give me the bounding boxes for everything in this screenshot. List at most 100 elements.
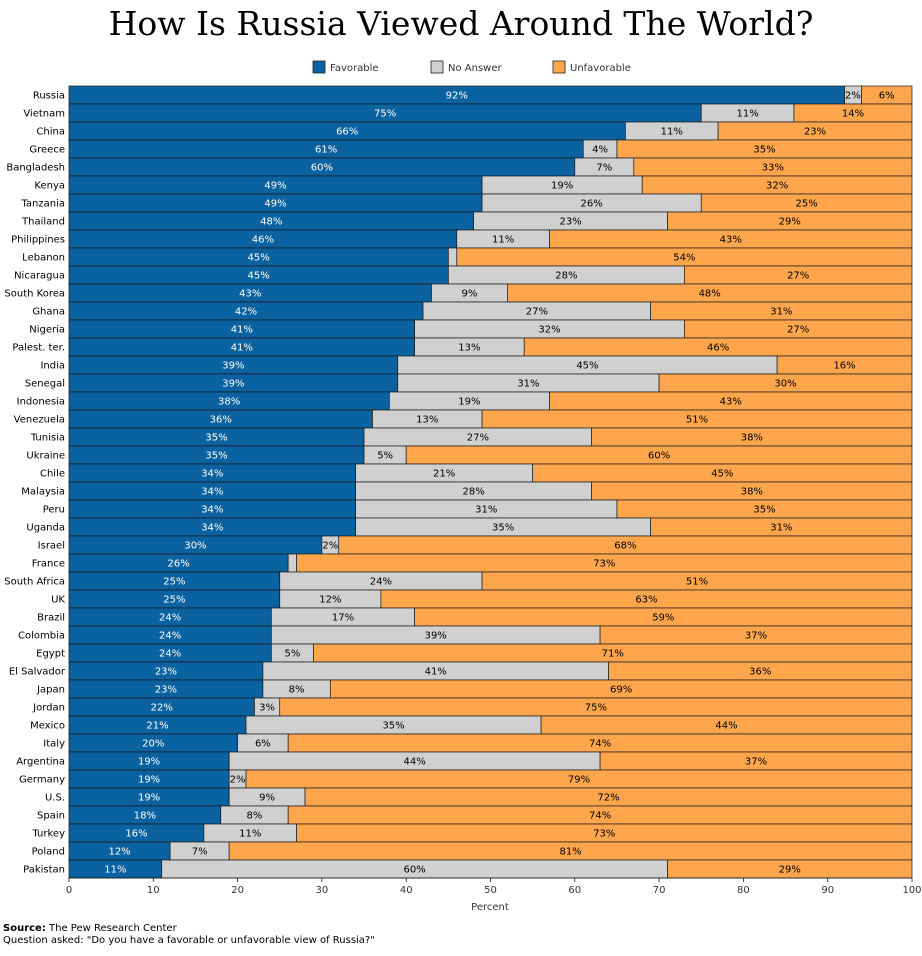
value-label-favorable-vietnam: 75% (374, 109, 396, 120)
category-label-colombia: Colombia (18, 631, 65, 642)
value-label-no-answer-germany: 2% (230, 775, 246, 786)
category-label-bangladesh: Bangladesh (6, 163, 65, 174)
category-label-vietnam: Vietnam (23, 109, 65, 120)
category-label-brazil: Brazil (37, 613, 65, 624)
legend-label-favorable: Favorable (330, 63, 379, 74)
category-label-spain: Spain (37, 811, 65, 822)
value-label-no-answer-argentina: 44% (404, 757, 426, 768)
value-label-no-answer-india: 45% (576, 361, 598, 372)
value-label-no-answer-mexico: 35% (382, 721, 404, 732)
value-label-favorable-indonesia: 38% (218, 397, 240, 408)
value-label-no-answer-vietnam: 11% (736, 109, 758, 120)
value-label-unfavorable-ghana: 31% (770, 307, 792, 318)
value-label-no-answer-tunisia: 27% (467, 433, 489, 444)
value-label-favorable-india: 39% (222, 361, 244, 372)
value-label-no-answer-ghana: 27% (526, 307, 548, 318)
value-label-no-answer-colombia: 39% (425, 631, 447, 642)
value-label-favorable-egypt: 24% (159, 649, 181, 660)
value-label-favorable-nigeria: 41% (231, 325, 253, 336)
value-label-favorable-pakistan: 11% (104, 865, 126, 876)
value-label-favorable-venezuela: 36% (210, 415, 232, 426)
value-label-no-answer-pakistan: 60% (404, 865, 426, 876)
value-label-unfavorable-palest-ter: 46% (707, 343, 729, 354)
value-label-no-answer-uganda: 35% (492, 523, 514, 534)
category-label-france: France (32, 559, 65, 570)
value-label-unfavorable-ukraine: 60% (648, 451, 670, 462)
value-label-unfavorable-bangladesh: 33% (762, 163, 784, 174)
value-label-unfavorable-india: 16% (833, 361, 855, 372)
x-tick-label-30: 30 (316, 885, 329, 896)
x-axis-title: Percent (471, 902, 509, 913)
category-label-palest-ter: Palest. ter. (12, 343, 65, 354)
value-label-favorable-italy: 20% (142, 739, 164, 750)
value-label-unfavorable-nigeria: 27% (787, 325, 809, 336)
category-label-italy: Italy (43, 739, 65, 750)
value-label-no-answer-brazil: 17% (332, 613, 354, 624)
value-label-no-answer-egypt: 5% (284, 649, 300, 660)
value-label-no-answer-tanzania: 26% (581, 199, 603, 210)
value-label-favorable-lebanon: 45% (248, 253, 270, 264)
value-label-favorable-brazil: 24% (159, 613, 181, 624)
value-label-favorable-south-korea: 43% (239, 289, 261, 300)
value-label-no-answer-chile: 21% (433, 469, 455, 480)
value-label-no-answer-turkey: 11% (239, 829, 261, 840)
value-label-unfavorable-vietnam: 14% (842, 109, 864, 120)
value-label-unfavorable-south-africa: 51% (686, 577, 708, 588)
value-label-unfavorable-china: 23% (804, 127, 826, 138)
category-label-turkey: Turkey (31, 829, 65, 840)
x-axis: 0 10 20 30 40 50 60 70 80 90 100 (66, 877, 922, 896)
value-label-unfavorable-el-salvador: 36% (749, 667, 771, 678)
legend-label-no-answer: No Answer (448, 63, 502, 74)
value-label-unfavorable-colombia: 37% (745, 631, 767, 642)
category-label-south-africa: South Africa (4, 577, 65, 588)
value-label-favorable-thailand: 48% (260, 217, 282, 228)
value-label-unfavorable-mexico: 44% (715, 721, 737, 732)
value-label-favorable-el-salvador: 23% (155, 667, 177, 678)
value-label-no-answer-russia: 2% (845, 91, 861, 102)
legend-swatch-favorable (312, 60, 326, 74)
value-label-unfavorable-spain: 74% (589, 811, 611, 822)
value-label-unfavorable-venezuela: 51% (686, 415, 708, 426)
value-label-no-answer-ukraine: 5% (377, 451, 393, 462)
value-label-favorable-japan: 23% (155, 685, 177, 696)
value-label-no-answer-south-korea: 9% (461, 289, 477, 300)
x-tick-label-60: 60 (568, 885, 581, 896)
value-label-no-answer-poland: 7% (192, 847, 208, 858)
value-label-favorable-france: 26% (167, 559, 189, 570)
value-label-favorable-peru: 34% (201, 505, 223, 516)
category-label-venezuela: Venezuela (14, 415, 65, 426)
category-label-u-s: U.S. (45, 793, 65, 804)
value-label-unfavorable-philippines: 43% (720, 235, 742, 246)
value-label-no-answer-indonesia: 19% (458, 397, 480, 408)
value-label-favorable-palest-ter: 41% (231, 343, 253, 354)
legend-swatch-unfavorable (552, 60, 566, 74)
value-label-unfavorable-tunisia: 38% (741, 433, 763, 444)
value-label-favorable-kenya: 49% (264, 181, 286, 192)
value-label-favorable-tunisia: 35% (205, 433, 227, 444)
category-labels: Russia Vietnam China Greece Bangladesh Kenya T… (4, 91, 66, 876)
value-label-unfavorable-nicaragua: 27% (787, 271, 809, 282)
value-label-unfavorable-argentina: 37% (745, 757, 767, 768)
category-label-nicaragua: Nicaragua (14, 271, 65, 282)
value-label-favorable-poland: 12% (108, 847, 130, 858)
value-label-favorable-nicaragua: 45% (248, 271, 270, 282)
x-tick-label-0: 0 (66, 885, 72, 896)
category-label-tunisia: Tunisia (30, 433, 65, 444)
category-label-india: India (40, 361, 65, 372)
category-label-chile: Chile (40, 469, 65, 480)
source-text: The Pew Research Center (49, 923, 177, 934)
category-label-japan: Japan (36, 685, 65, 696)
value-label-unfavorable-japan: 69% (610, 685, 632, 696)
bars: 92% 2% 6% 75% 11% 14% 66% 11% 23% 61% 4% 35% 60% 7% 33… (68, 85, 913, 879)
value-label-no-answer-nicaragua: 28% (555, 271, 577, 282)
category-label-germany: Germany (19, 775, 65, 786)
value-label-no-answer-kenya: 19% (551, 181, 573, 192)
value-label-no-answer-peru: 31% (475, 505, 497, 516)
legend: Favorable No Answer Unfavorable (312, 60, 631, 74)
value-label-unfavorable-malaysia: 38% (741, 487, 763, 498)
value-label-unfavorable-egypt: 71% (602, 649, 624, 660)
value-label-unfavorable-turkey: 73% (593, 829, 615, 840)
value-label-favorable-chile: 34% (201, 469, 223, 480)
value-label-no-answer-palest-ter: 13% (458, 343, 480, 354)
category-label-ghana: Ghana (32, 307, 65, 318)
